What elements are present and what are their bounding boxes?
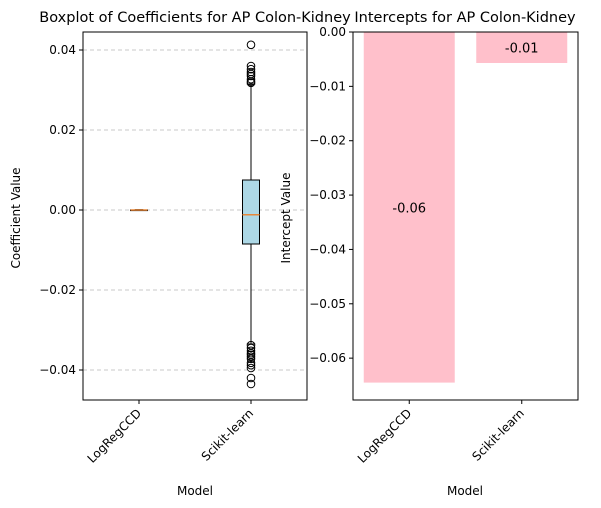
- boxplot-y-tick-label: 0.02: [49, 123, 76, 137]
- intercept-bars: -0.06 -0.01: [363, 32, 568, 383]
- intercept-x-axis-label: Model: [447, 484, 483, 498]
- boxplot-marks: [130, 40, 260, 389]
- box-outlier: [246, 78, 256, 88]
- box-outlier: [246, 373, 256, 383]
- box-outlier: [246, 343, 256, 353]
- box-outlier: [246, 71, 256, 81]
- box-scikit-learn: [242, 40, 260, 389]
- intercept-bar-logregccd: [363, 32, 455, 383]
- boxplot-y-axis-label: Coefficient Value: [9, 167, 23, 268]
- intercept-y-tick-label: −0.04: [309, 242, 346, 256]
- boxplot-y-tick-label: 0.04: [49, 43, 76, 57]
- boxplot-y-tick-label: 0.00: [49, 203, 76, 217]
- intercept-y-tick-label: −0.01: [309, 79, 346, 93]
- box-outlier: [246, 74, 256, 84]
- intercept-y-tick-label: −0.02: [309, 134, 346, 148]
- intercept-axes-frame: [352, 31, 579, 401]
- intercept-y-ticks: 0.00 −0.01 −0.02 −0.03 −0.04 −0.05 −0.06: [309, 25, 353, 365]
- intercept-bar-scikit-learn: [476, 32, 568, 63]
- boxplot-title: Boxplot of Coefficients for AP Colon-Kid…: [39, 10, 351, 26]
- intercept-y-tick-label: 0.00: [319, 25, 346, 39]
- intercept-x-ticks: LogRegCCD Scikit-learn: [355, 400, 527, 466]
- boxplot-axes-frame: [82, 31, 308, 401]
- boxplot-gridlines: [83, 49, 307, 371]
- intercept-y-axis-label: Intercept Value: [279, 173, 293, 264]
- intercept-x-tick-label: Scikit-learn: [469, 406, 526, 463]
- intercept-y-tick-label: −0.03: [309, 188, 346, 202]
- box-outlier: [246, 360, 256, 370]
- intercept-bar-value-label: -0.01: [505, 41, 539, 56]
- box-outlier: [246, 379, 256, 389]
- intercept-x-tick-label: LogRegCCD: [355, 406, 415, 466]
- boxplot-y-tick-label: −0.04: [39, 363, 76, 377]
- intercept-y-tick-label: −0.06: [309, 351, 346, 365]
- boxplot-x-tick-label: LogRegCCD: [85, 406, 145, 466]
- boxplot-x-axis-label: Model: [177, 484, 213, 498]
- box-iqr: [242, 179, 260, 245]
- box-outlier: [246, 354, 256, 364]
- boxplot-panel: Boxplot of Coefficients for AP Colon-Kid…: [9, 10, 351, 498]
- intercept-bar-value-label: -0.06: [392, 201, 426, 216]
- box-outlier: [246, 358, 256, 368]
- boxplot-x-tick-label: Scikit-learn: [199, 406, 256, 463]
- box-logregccd: [130, 209, 148, 212]
- box-outlier: [246, 64, 256, 74]
- boxplot-x-ticks: LogRegCCD Scikit-learn: [85, 400, 256, 466]
- box-outlier: [246, 363, 256, 373]
- boxplot-y-tick-label: −0.02: [39, 283, 76, 297]
- intercept-chart-title: Intercepts for AP Colon-Kidney: [354, 10, 576, 26]
- intercept-y-tick-label: −0.05: [309, 297, 346, 311]
- intercept-bar-panel: Intercepts for AP Colon-Kidney Model Int…: [279, 10, 579, 498]
- box-outlier: [246, 40, 256, 50]
- boxplot-y-ticks: −0.04 −0.02 0.00 0.02 0.04: [39, 43, 83, 377]
